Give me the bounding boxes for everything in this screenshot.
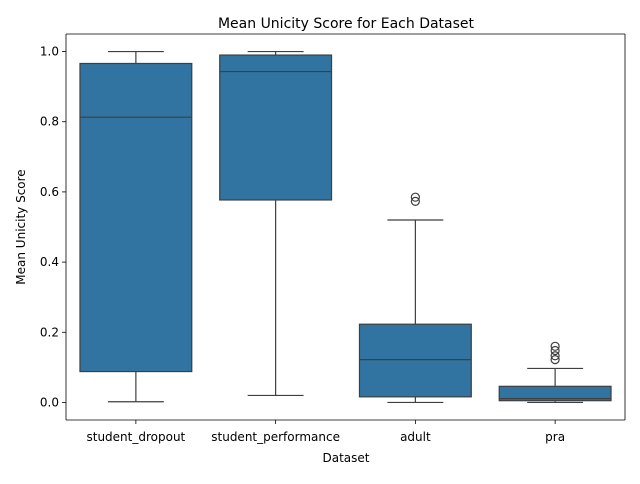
box-group-adult <box>358 192 472 404</box>
y-tick-label: 0.2 <box>40 325 59 339</box>
x-axis-label: Dataset <box>323 451 370 465</box>
box-iqr <box>79 62 193 373</box>
y-tick-label: 1.0 <box>40 45 59 59</box>
box-group-student_dropout <box>79 50 193 403</box>
y-tick-label: 0.6 <box>40 185 59 199</box>
outlier-point <box>410 192 420 202</box>
y-tick-label: 0.0 <box>40 395 59 409</box>
plot-area <box>79 50 612 404</box>
x-tick-label: pra <box>545 430 565 444</box>
chart-title: Mean Unicity Score for Each Dataset <box>218 16 475 32</box>
outlier-point <box>550 351 560 361</box>
y-tick-label: 0.8 <box>40 115 59 129</box>
box-iqr <box>498 385 612 402</box>
outlier-point <box>550 341 560 351</box>
x-tick-label: student_performance <box>211 430 340 444</box>
outlier-point <box>410 196 420 206</box>
x-axis-ticks: student_dropout student_performance adult p… <box>86 420 565 444</box>
y-tick-label: 0.4 <box>40 255 59 269</box>
x-tick-label: adult <box>400 430 431 444</box>
y-axis-ticks: 0.0 0.2 0.4 0.6 0.8 1.0 <box>40 45 66 409</box>
y-axis-label: Mean Unicity Score <box>14 169 28 284</box>
box-iqr <box>358 323 472 398</box>
box-group-student_performance <box>219 50 333 397</box>
x-tick-label: student_dropout <box>86 430 185 444</box>
outlier-point <box>550 345 560 356</box>
box-iqr <box>219 54 333 201</box>
outlier-point <box>550 355 560 365</box>
box-group-pra <box>498 341 612 404</box>
